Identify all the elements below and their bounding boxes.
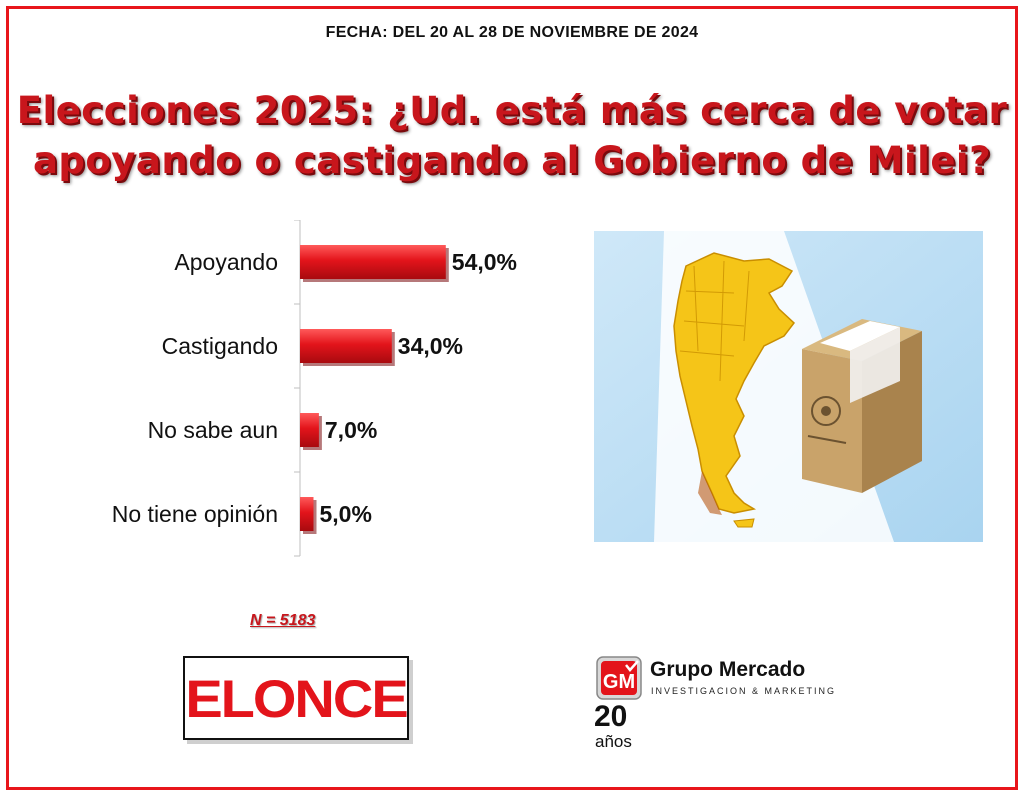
gm-badge-letters: GM [603, 671, 635, 693]
survey-date: FECHA: DEL 20 AL 28 DE NOVIEMBRE DE 2024 [325, 24, 699, 41]
category-label: Castigando [162, 333, 278, 359]
argentina-map-ballot-box-illustration [594, 231, 983, 542]
ballot-box-icon [802, 319, 922, 493]
elonce-logo-text: ELONCE [185, 668, 408, 728]
anniversary-number: 20 [594, 700, 628, 733]
bar-value-label: 7,0% [325, 417, 377, 443]
page-title: Elecciones 2025: ¿Ud. está más cerca de … [0, 86, 1024, 186]
title-line-2: apoyando o castigando al Gobierno de Mil… [32, 139, 992, 182]
category-label: No tiene opinión [112, 501, 278, 527]
title-line-1: Elecciones 2025: ¿Ud. está más cerca de … [16, 89, 1008, 132]
grupo-mercado-subtitle: INVESTIGACION & MARKETING [651, 686, 837, 696]
grupo-mercado-logo: GM Grupo Mercado INVESTIGACION & MARKETI… [594, 654, 854, 754]
bar [300, 329, 392, 363]
gm-badge-icon: GM [596, 656, 642, 700]
bar [300, 497, 314, 531]
bar [300, 413, 319, 447]
elonce-logo: ELONCE [183, 656, 409, 740]
bar-value-label: 34,0% [398, 333, 463, 359]
argentina-map-icon [673, 252, 796, 528]
bar-chart: Apoyando 54,0% Castigando 34,0% No sabe aun 7… [112, 220, 517, 557]
category-label: Apoyando [174, 249, 278, 275]
bar [300, 245, 446, 279]
sample-size-label: N = 5183 [250, 612, 316, 629]
category-label: No sabe aun [148, 417, 278, 443]
page-border [6, 6, 1018, 790]
grupo-mercado-name: Grupo Mercado [650, 658, 806, 681]
bar-value-label: 5,0% [320, 501, 372, 527]
anniversary-word: años [595, 732, 632, 751]
bar-value-label: 54,0% [452, 249, 517, 275]
